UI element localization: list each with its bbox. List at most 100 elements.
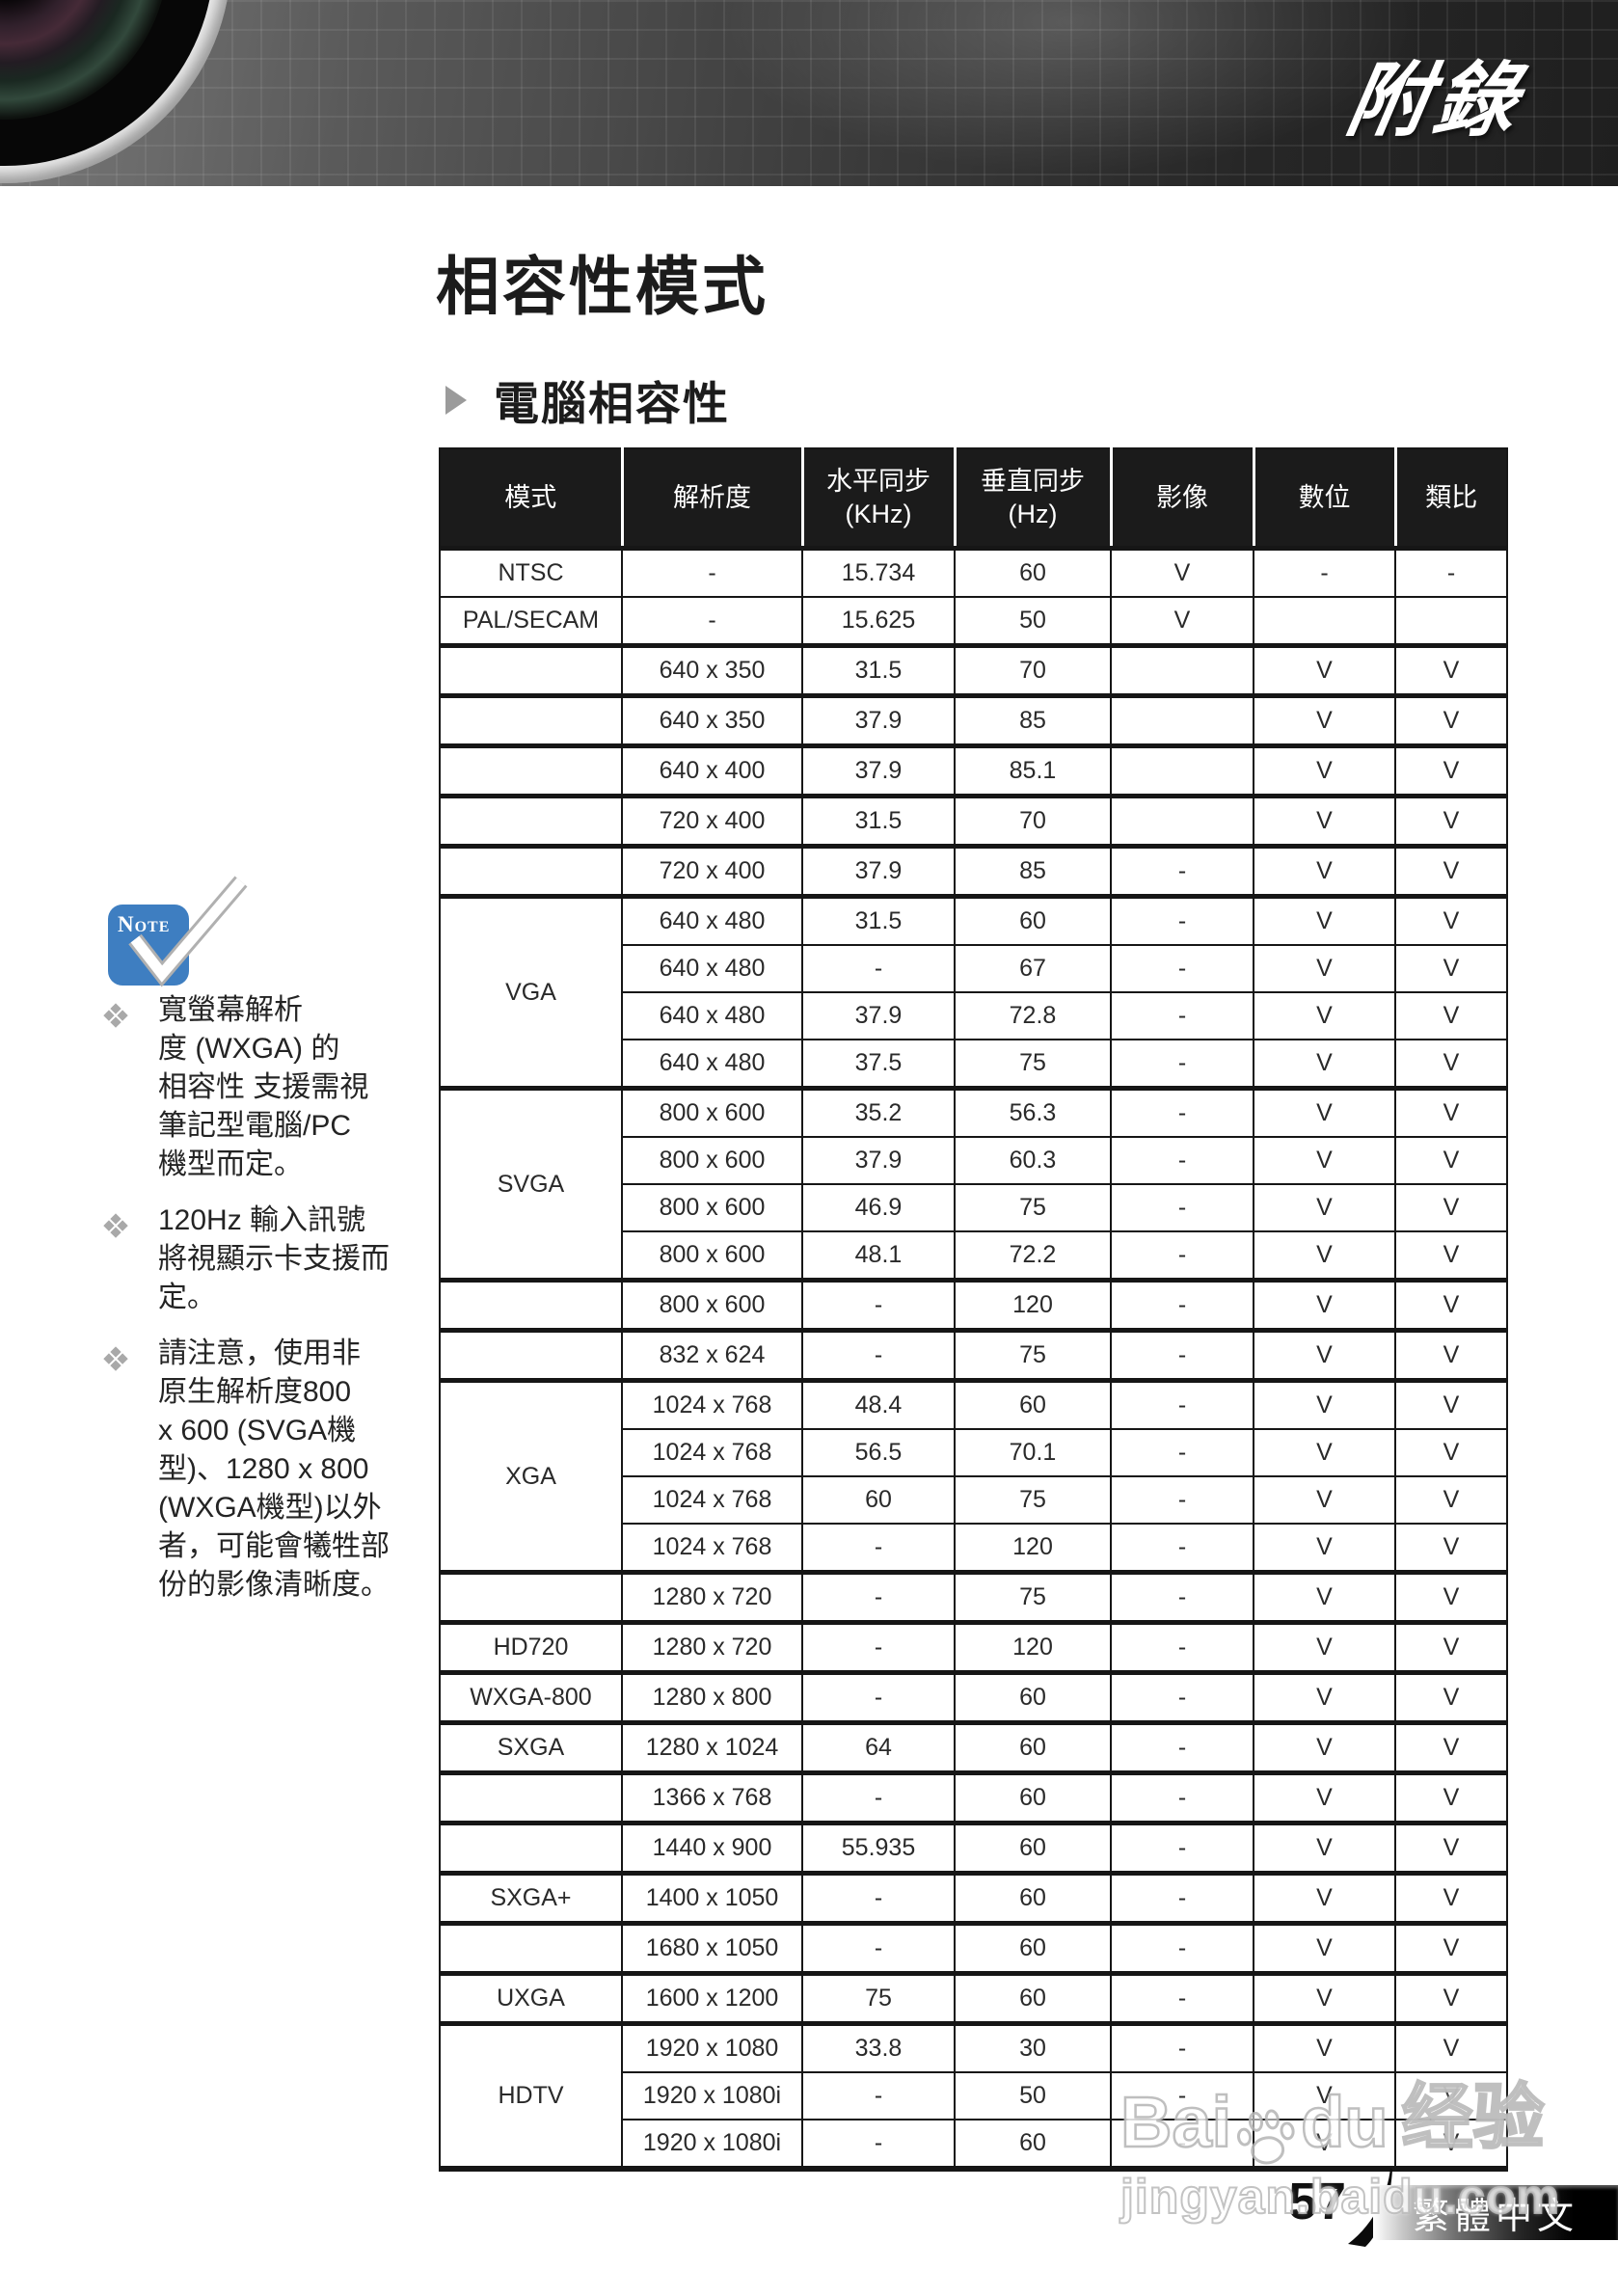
vsync-hz-cell: 75 <box>954 1475 1112 1525</box>
triangle-bullet-icon <box>445 385 467 415</box>
hsync-khz-cell: 48.4 <box>801 1378 956 1430</box>
table-header: 模式 解析度 水平同步 (KHz) 垂直同步 (Hz) 影像 數位 類比 <box>440 448 1507 551</box>
mode-cell: UXGA <box>439 1971 623 2025</box>
analog-cell: V <box>1394 1428 1508 1477</box>
mode-cell <box>439 1570 623 1624</box>
vsync-hz-cell: 60 <box>954 1378 1112 1430</box>
vsync-hz-cell: 60 <box>954 1670 1112 1724</box>
table-row: 1024 x 768 60 75- V V <box>440 1475 1508 1525</box>
analog-cell: V <box>1394 894 1508 946</box>
digital-cell: V <box>1253 1670 1396 1724</box>
analog-cell: V <box>1394 991 1508 1040</box>
hsync-khz-cell: 37.9 <box>801 693 956 747</box>
computer-compatibility-table: 模式 解析度 水平同步 (KHz) 垂直同步 (Hz) 影像 數位 類比 NTSC -15.734… <box>439 447 1508 2172</box>
digital-cell <box>1253 596 1396 647</box>
diamond-bullet-icon <box>104 1335 158 1605</box>
analog-cell: V <box>1394 1278 1508 1332</box>
resolution-cell: 800 x 600 <box>621 1136 803 1185</box>
video-cell: - <box>1110 2071 1254 2120</box>
digital-cell: V <box>1253 1278 1396 1332</box>
table-row: 640 x 350 31.5 70 V V <box>439 643 1508 697</box>
digital-cell: V <box>1253 2119 1396 2170</box>
video-cell: - <box>1110 1821 1254 1875</box>
mode-cell: SXGA+ <box>439 1871 623 1925</box>
column-header: 數位 <box>1252 448 1395 551</box>
note-icon: Note <box>108 876 251 993</box>
table-row: 640 x 350 37.9 85 V V <box>439 693 1508 747</box>
hsync-khz-cell: 64 <box>801 1720 956 1774</box>
mode-cell: WXGA-800 <box>439 1670 623 1724</box>
video-cell: - <box>1110 944 1254 993</box>
hsync-khz-cell: - <box>801 1523 956 1574</box>
digital-cell: V <box>1253 643 1396 697</box>
analog-cell: V <box>1394 1475 1508 1525</box>
mode-cell <box>439 1821 623 1875</box>
digital-cell: V <box>1253 1039 1396 1090</box>
table-row: VGA 640 x 480 31.5 60- V V <box>439 894 1508 1090</box>
digital-cell: V <box>1253 1428 1396 1477</box>
table-row: 640 x 480 37.5 75- V V <box>440 1039 1508 1090</box>
video-cell: - <box>1110 894 1254 946</box>
digital-cell: V <box>1253 944 1396 993</box>
resolution-cell: 1280 x 1024 <box>621 1720 803 1774</box>
video-cell <box>1110 693 1254 747</box>
mode-cell <box>439 1278 623 1332</box>
analog-cell: V <box>1394 1871 1508 1925</box>
hsync-khz-cell: - <box>801 1921 956 1975</box>
vsync-hz-cell: 60.3 <box>954 1136 1112 1185</box>
video-cell: - <box>1110 1278 1254 1332</box>
resolution-cell: 1400 x 1050 <box>621 1871 803 1925</box>
vsync-hz-cell: 60 <box>954 1821 1112 1875</box>
video-cell: - <box>1110 2119 1254 2170</box>
note-icon-label: Note <box>118 912 171 936</box>
vsync-hz-cell: 72.2 <box>954 1230 1112 1282</box>
vsync-hz-cell: 67 <box>954 944 1112 993</box>
analog-cell: V <box>1394 2119 1508 2170</box>
vsync-hz-cell: 75 <box>954 1039 1112 1090</box>
digital-cell: V <box>1253 991 1396 1040</box>
appendix-banner-title: 附錄 <box>1339 57 1530 147</box>
table-row: SXGA 1280 x 1024 64 60- V V <box>439 1720 1508 1774</box>
hsync-khz-cell: 37.9 <box>801 743 956 797</box>
resolution-cell: 640 x 480 <box>621 944 803 993</box>
hsync-khz-cell: 15.625 <box>801 596 956 647</box>
digital-cell: V <box>1253 1921 1396 1975</box>
resolution-cell: 1920 x 1080i <box>621 2071 803 2120</box>
vsync-hz-cell: 60 <box>954 1971 1112 2025</box>
hsync-khz-cell: 37.5 <box>801 1039 956 1090</box>
table-row: 640 x 480-67- V V <box>440 944 1508 993</box>
table-row: SXGA+ 1400 x 1050-60- V V <box>439 1871 1508 1925</box>
resolution-cell: 720 x 400 <box>621 794 803 848</box>
analog-cell: V <box>1394 1921 1508 1975</box>
analog-cell: V <box>1394 643 1508 697</box>
hsync-khz-cell: - <box>801 944 956 993</box>
digital-cell: V <box>1253 1475 1396 1525</box>
video-cell: - <box>1110 1620 1254 1674</box>
table-row: SVGA 800 x 600 35.2 56.3- V V <box>439 1086 1508 1282</box>
video-cell: - <box>1110 1670 1254 1724</box>
digital-cell: V <box>1253 1720 1396 1774</box>
column-header: 類比 <box>1393 448 1507 551</box>
vsync-hz-cell: 60 <box>954 2119 1112 2170</box>
digital-cell: V <box>1253 1230 1396 1282</box>
video-cell: - <box>1110 1086 1254 1138</box>
resolution-cell: 640 x 480 <box>621 894 803 946</box>
analog-cell: V <box>1394 1971 1508 2025</box>
digital-cell: V <box>1253 1183 1396 1232</box>
resolution-cell: 832 x 624 <box>621 1328 803 1382</box>
hsync-khz-cell: 37.9 <box>801 991 956 1040</box>
column-header: 模式 <box>440 448 622 551</box>
resolution-cell: 640 x 350 <box>621 693 803 747</box>
vsync-hz-cell: 70 <box>954 794 1112 848</box>
video-cell: - <box>1110 1921 1254 1975</box>
mode-cell: HD720 <box>439 1620 623 1674</box>
analog-cell: V <box>1394 693 1508 747</box>
analog-cell: V <box>1394 1570 1508 1624</box>
video-cell <box>1110 643 1254 697</box>
mode-cell <box>439 1328 623 1382</box>
hsync-khz-cell: - <box>801 1670 956 1724</box>
hsync-khz-cell: 33.8 <box>801 2021 956 2073</box>
resolution-cell: - <box>621 596 803 647</box>
table-row: 800 x 600 48.1 72.2- V V <box>440 1230 1508 1282</box>
vsync-hz-cell: 120 <box>954 1620 1112 1674</box>
